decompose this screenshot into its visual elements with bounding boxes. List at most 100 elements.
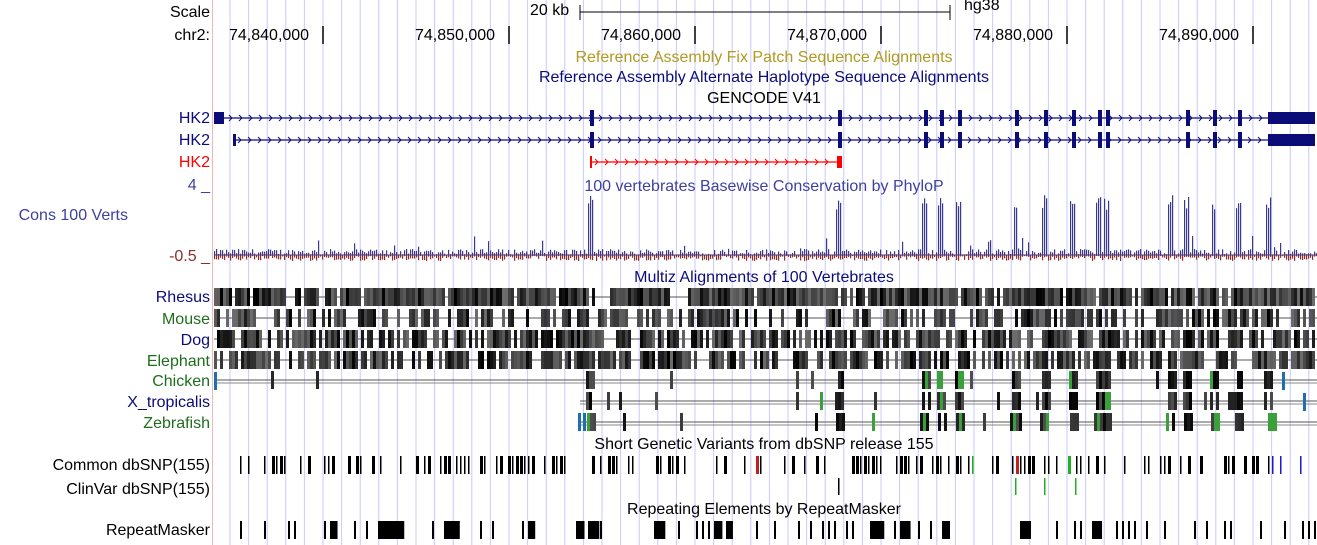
strand-arrow xyxy=(628,114,633,122)
cons-bar xyxy=(282,254,284,255)
cons-bar xyxy=(976,251,978,255)
snp-track-title[interactable]: Short Genetic Variants from dbSNP releas… xyxy=(594,436,934,453)
alignment-block xyxy=(481,288,484,306)
snp-mark xyxy=(672,456,674,474)
alignment-block xyxy=(1171,392,1174,410)
alignment-block xyxy=(850,288,853,306)
cons-neg-bar xyxy=(742,255,744,259)
cons-neg-bar xyxy=(1004,255,1006,259)
strand-arrow xyxy=(1138,114,1143,122)
alignment-block xyxy=(1070,413,1073,431)
species-label-mouse[interactable]: Mouse xyxy=(161,311,210,328)
gencode-track-title[interactable]: GENCODE V41 xyxy=(707,90,821,107)
cons-bar xyxy=(326,252,328,255)
cons-neg-bar xyxy=(588,255,590,259)
alignment-block xyxy=(925,351,928,369)
alignment-block xyxy=(718,351,721,369)
strand-arrow xyxy=(348,114,353,122)
species-label-zebrafish[interactable]: Zebrafish xyxy=(143,415,210,432)
strand-arrow xyxy=(748,114,753,122)
snp-mark xyxy=(1224,456,1227,474)
alignment-block xyxy=(1210,392,1213,410)
rmsk-track-title[interactable]: Repeating Elements by RepeatMasker xyxy=(627,501,901,518)
gene-label-hk2[interactable]: HK2 xyxy=(178,132,210,149)
gene-label-hk2[interactable]: HK2 xyxy=(178,154,210,171)
alignment-block xyxy=(1183,330,1186,348)
cons-neg-bar xyxy=(260,255,262,261)
strand-arrow xyxy=(687,136,692,144)
fix-patch-track-title[interactable]: Reference Assembly Fix Patch Sequence Al… xyxy=(575,49,953,66)
alignment-block xyxy=(1237,330,1240,348)
repeat-element xyxy=(444,521,460,539)
strand-arrow xyxy=(784,158,789,166)
cons-bar xyxy=(998,249,1000,255)
alignment-block xyxy=(535,330,538,348)
alignment-block xyxy=(1168,351,1171,369)
species-label-dog[interactable]: Dog xyxy=(180,332,210,349)
cons-bar xyxy=(794,251,796,255)
cons-neg-bar xyxy=(408,255,410,260)
repeat-element xyxy=(726,521,733,539)
species-label-x-tropicalis[interactable]: X_tropicalis xyxy=(127,394,210,411)
cons-neg-bar xyxy=(676,255,678,258)
alignment-block xyxy=(1141,351,1144,369)
cons-neg-bar xyxy=(386,255,388,257)
alignment-block xyxy=(259,330,262,348)
cons-neg-bar xyxy=(990,255,992,261)
exon xyxy=(1268,134,1315,146)
alignment-block xyxy=(1087,330,1090,348)
cons-track-title[interactable]: 100 vertebrates Basewise Conservation by… xyxy=(584,178,944,195)
clinvar-snp-label[interactable]: ClinVar dbSNP(155) xyxy=(66,481,210,498)
alignment-block xyxy=(1273,351,1276,369)
multiz-track-title[interactable]: Multiz Alignments of 100 Vertebrates xyxy=(634,269,894,286)
cons-neg-bar xyxy=(464,255,466,260)
species-label-chicken[interactable]: Chicken xyxy=(152,373,210,390)
cons-neg-bar xyxy=(632,255,634,258)
snp-mark xyxy=(668,456,671,474)
snp-mark xyxy=(348,456,351,474)
cons-bar xyxy=(1266,204,1268,255)
chrom-label: chr2: xyxy=(174,27,210,44)
alignment-block xyxy=(262,351,265,369)
alignment-block xyxy=(835,309,838,327)
alignment-block xyxy=(421,309,424,327)
common-snp-label[interactable]: Common dbSNP(155) xyxy=(52,457,210,474)
cons-neg-bar xyxy=(890,255,892,259)
cons-neg-bar xyxy=(940,255,942,259)
cons-bar xyxy=(820,252,822,255)
alignment-block xyxy=(1063,351,1066,369)
alignment-block xyxy=(493,288,496,306)
alignment-block xyxy=(1231,351,1234,369)
alignment-block xyxy=(325,330,328,348)
snp-mark xyxy=(496,456,498,474)
cons-bar xyxy=(254,253,256,255)
alignment-block xyxy=(1033,351,1036,369)
alignment-block xyxy=(592,330,595,348)
cons-bar xyxy=(878,253,880,255)
gene-label-hk2[interactable]: HK2 xyxy=(178,110,210,127)
cons-neg-bar xyxy=(518,255,520,260)
repeat-element xyxy=(528,521,536,539)
alignment-block xyxy=(502,309,505,327)
alignment-block xyxy=(706,288,709,306)
alignment-block xyxy=(1216,288,1219,306)
cons-bar xyxy=(658,251,660,255)
species-label-elephant[interactable]: Elephant xyxy=(146,353,210,370)
cons-neg-bar xyxy=(1102,255,1104,261)
species-label-rhesus[interactable]: Rhesus xyxy=(155,289,210,306)
rmsk-label[interactable]: RepeatMasker xyxy=(105,522,210,539)
cons-bar xyxy=(1014,207,1016,255)
cons-bar xyxy=(294,251,296,255)
repeat-element xyxy=(390,521,405,539)
alt-haplotype-track-title[interactable]: Reference Assembly Alternate Haplotype S… xyxy=(538,69,990,86)
cons-neg-bar xyxy=(486,255,488,260)
strand-arrow xyxy=(828,114,833,122)
alignment-block xyxy=(1147,330,1150,348)
cons-track-label[interactable]: Cons 100 Verts xyxy=(18,207,128,224)
alignment-block xyxy=(862,351,865,369)
alignment-block xyxy=(217,309,220,327)
cons-bar xyxy=(1274,247,1276,255)
alignment-block xyxy=(1273,330,1276,348)
cons-neg-bar xyxy=(574,255,576,261)
cons-bar xyxy=(638,254,640,255)
